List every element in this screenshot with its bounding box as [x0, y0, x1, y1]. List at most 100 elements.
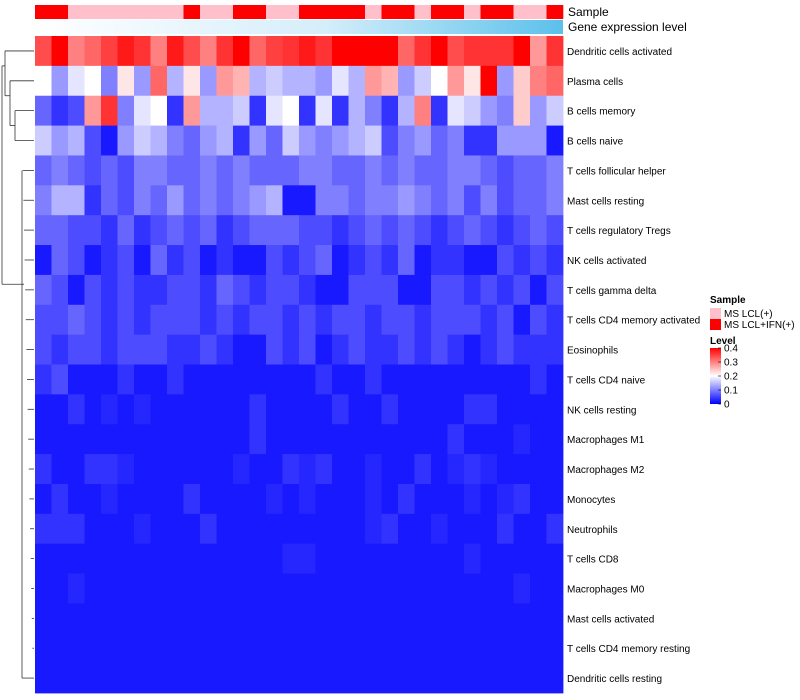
heatmap-cell	[546, 573, 564, 604]
heatmap-cell	[332, 65, 349, 97]
heatmap-cell	[167, 155, 184, 186]
heatmap-cell	[315, 603, 333, 634]
heatmap-cell	[447, 364, 465, 395]
heatmap-cell	[513, 215, 531, 246]
heatmap-cell	[398, 215, 415, 246]
heatmap-cell	[315, 155, 333, 186]
heatmap-cell	[282, 95, 300, 126]
heatmap-cell	[282, 573, 300, 604]
heatmap-cell	[431, 65, 448, 97]
sample-annotation-cell	[299, 5, 316, 19]
heatmap-cell	[216, 394, 234, 425]
heatmap-cell	[447, 424, 465, 455]
heatmap-cell	[117, 304, 135, 336]
heatmap-cell	[464, 424, 481, 455]
heatmap-cell	[216, 573, 234, 604]
heatmap-cell	[183, 274, 201, 306]
heatmap-cell	[134, 454, 151, 485]
heatmap-cell	[414, 364, 432, 395]
row-label: T cells regulatory Tregs	[567, 226, 671, 237]
heatmap-cell	[233, 663, 250, 694]
heatmap-cell	[84, 603, 102, 634]
heatmap-cell	[233, 513, 250, 545]
heatmap-cell	[480, 483, 498, 515]
heatmap-cell	[266, 394, 283, 425]
sample-annotation-cell	[414, 5, 432, 19]
heatmap-cell	[497, 274, 514, 306]
heatmap-cell	[35, 185, 52, 216]
heatmap-cell	[348, 424, 366, 455]
heatmap-cell	[431, 95, 448, 126]
heatmap-cell	[216, 95, 234, 126]
heatmap-cell	[299, 364, 316, 395]
heatmap-cell	[414, 185, 432, 216]
row-label: Macrophages M2	[567, 465, 645, 476]
sample-legend-label-lcl-ifn: MS LCL+IFN(+)	[724, 320, 795, 331]
gene-expression-annotation-bar	[35, 20, 563, 34]
heatmap-cell	[348, 125, 366, 156]
heatmap-cell	[299, 95, 316, 126]
heatmap-cell	[117, 274, 135, 306]
heatmap-cell	[464, 215, 481, 246]
heatmap-cell	[150, 65, 168, 97]
heatmap-cell	[68, 663, 85, 694]
heatmap-cell	[35, 483, 52, 515]
heatmap-cell	[447, 573, 465, 604]
heatmap-cell	[464, 663, 481, 694]
heatmap-cell	[348, 394, 366, 425]
heatmap-cell	[68, 573, 85, 604]
heatmap-cell	[84, 663, 102, 694]
heatmap-cell	[497, 543, 514, 574]
heatmap-cell	[200, 603, 217, 634]
heatmap-cell	[249, 215, 267, 246]
heatmap-cell	[431, 483, 448, 515]
level-legend-tick-label: 0.4	[724, 344, 738, 355]
heatmap-cell	[249, 513, 267, 545]
heatmap-cell	[183, 334, 201, 365]
heatmap-cell	[398, 304, 415, 336]
heatmap-cell	[68, 185, 85, 216]
heatmap-cell	[381, 663, 399, 694]
annotation-label-gene-expression: Gene expression level	[568, 20, 687, 34]
heatmap-cell	[150, 394, 168, 425]
heatmap-cell	[150, 663, 168, 694]
heatmap-cell	[365, 95, 382, 126]
heatmap-cell	[348, 603, 366, 634]
heatmap-cell	[381, 543, 399, 574]
heatmap-cell	[68, 334, 85, 365]
row-label: Mast cells resting	[567, 196, 644, 207]
heatmap-cell	[167, 573, 184, 604]
heatmap-cell	[51, 245, 69, 276]
sample-annotation-cell	[266, 5, 283, 19]
heatmap-cell	[497, 573, 514, 604]
heatmap-cell	[117, 36, 135, 67]
heatmap-cell	[513, 125, 531, 156]
heatmap-cell	[266, 513, 283, 545]
heatmap-cell	[266, 65, 283, 97]
heatmap-cell	[167, 304, 184, 336]
heatmap-cell	[51, 364, 69, 395]
heatmap-cell	[35, 334, 52, 365]
heatmap-cell	[513, 36, 531, 67]
heatmap-cell	[381, 424, 399, 455]
heatmap-cell	[431, 364, 448, 395]
heatmap-cell	[299, 155, 316, 186]
heatmap-cell	[282, 36, 300, 67]
heatmap-cell	[150, 36, 168, 67]
heatmap-cell	[134, 394, 151, 425]
heatmap-cell	[497, 155, 514, 186]
heatmap-cell	[464, 65, 481, 97]
heatmap-cell	[233, 334, 250, 365]
heatmap-cell	[546, 125, 564, 156]
heatmap-cell	[51, 603, 69, 634]
heatmap-cell	[101, 245, 118, 276]
heatmap-cell	[398, 573, 415, 604]
heatmap-cell	[497, 215, 514, 246]
heatmap-cell	[431, 125, 448, 156]
heatmap-cell	[315, 304, 333, 336]
heatmap-cell	[101, 424, 118, 455]
sample-annotation-cell	[35, 5, 52, 19]
heatmap-cell	[101, 36, 118, 67]
heatmap-cell	[546, 364, 564, 395]
heatmap-cell	[513, 155, 531, 186]
